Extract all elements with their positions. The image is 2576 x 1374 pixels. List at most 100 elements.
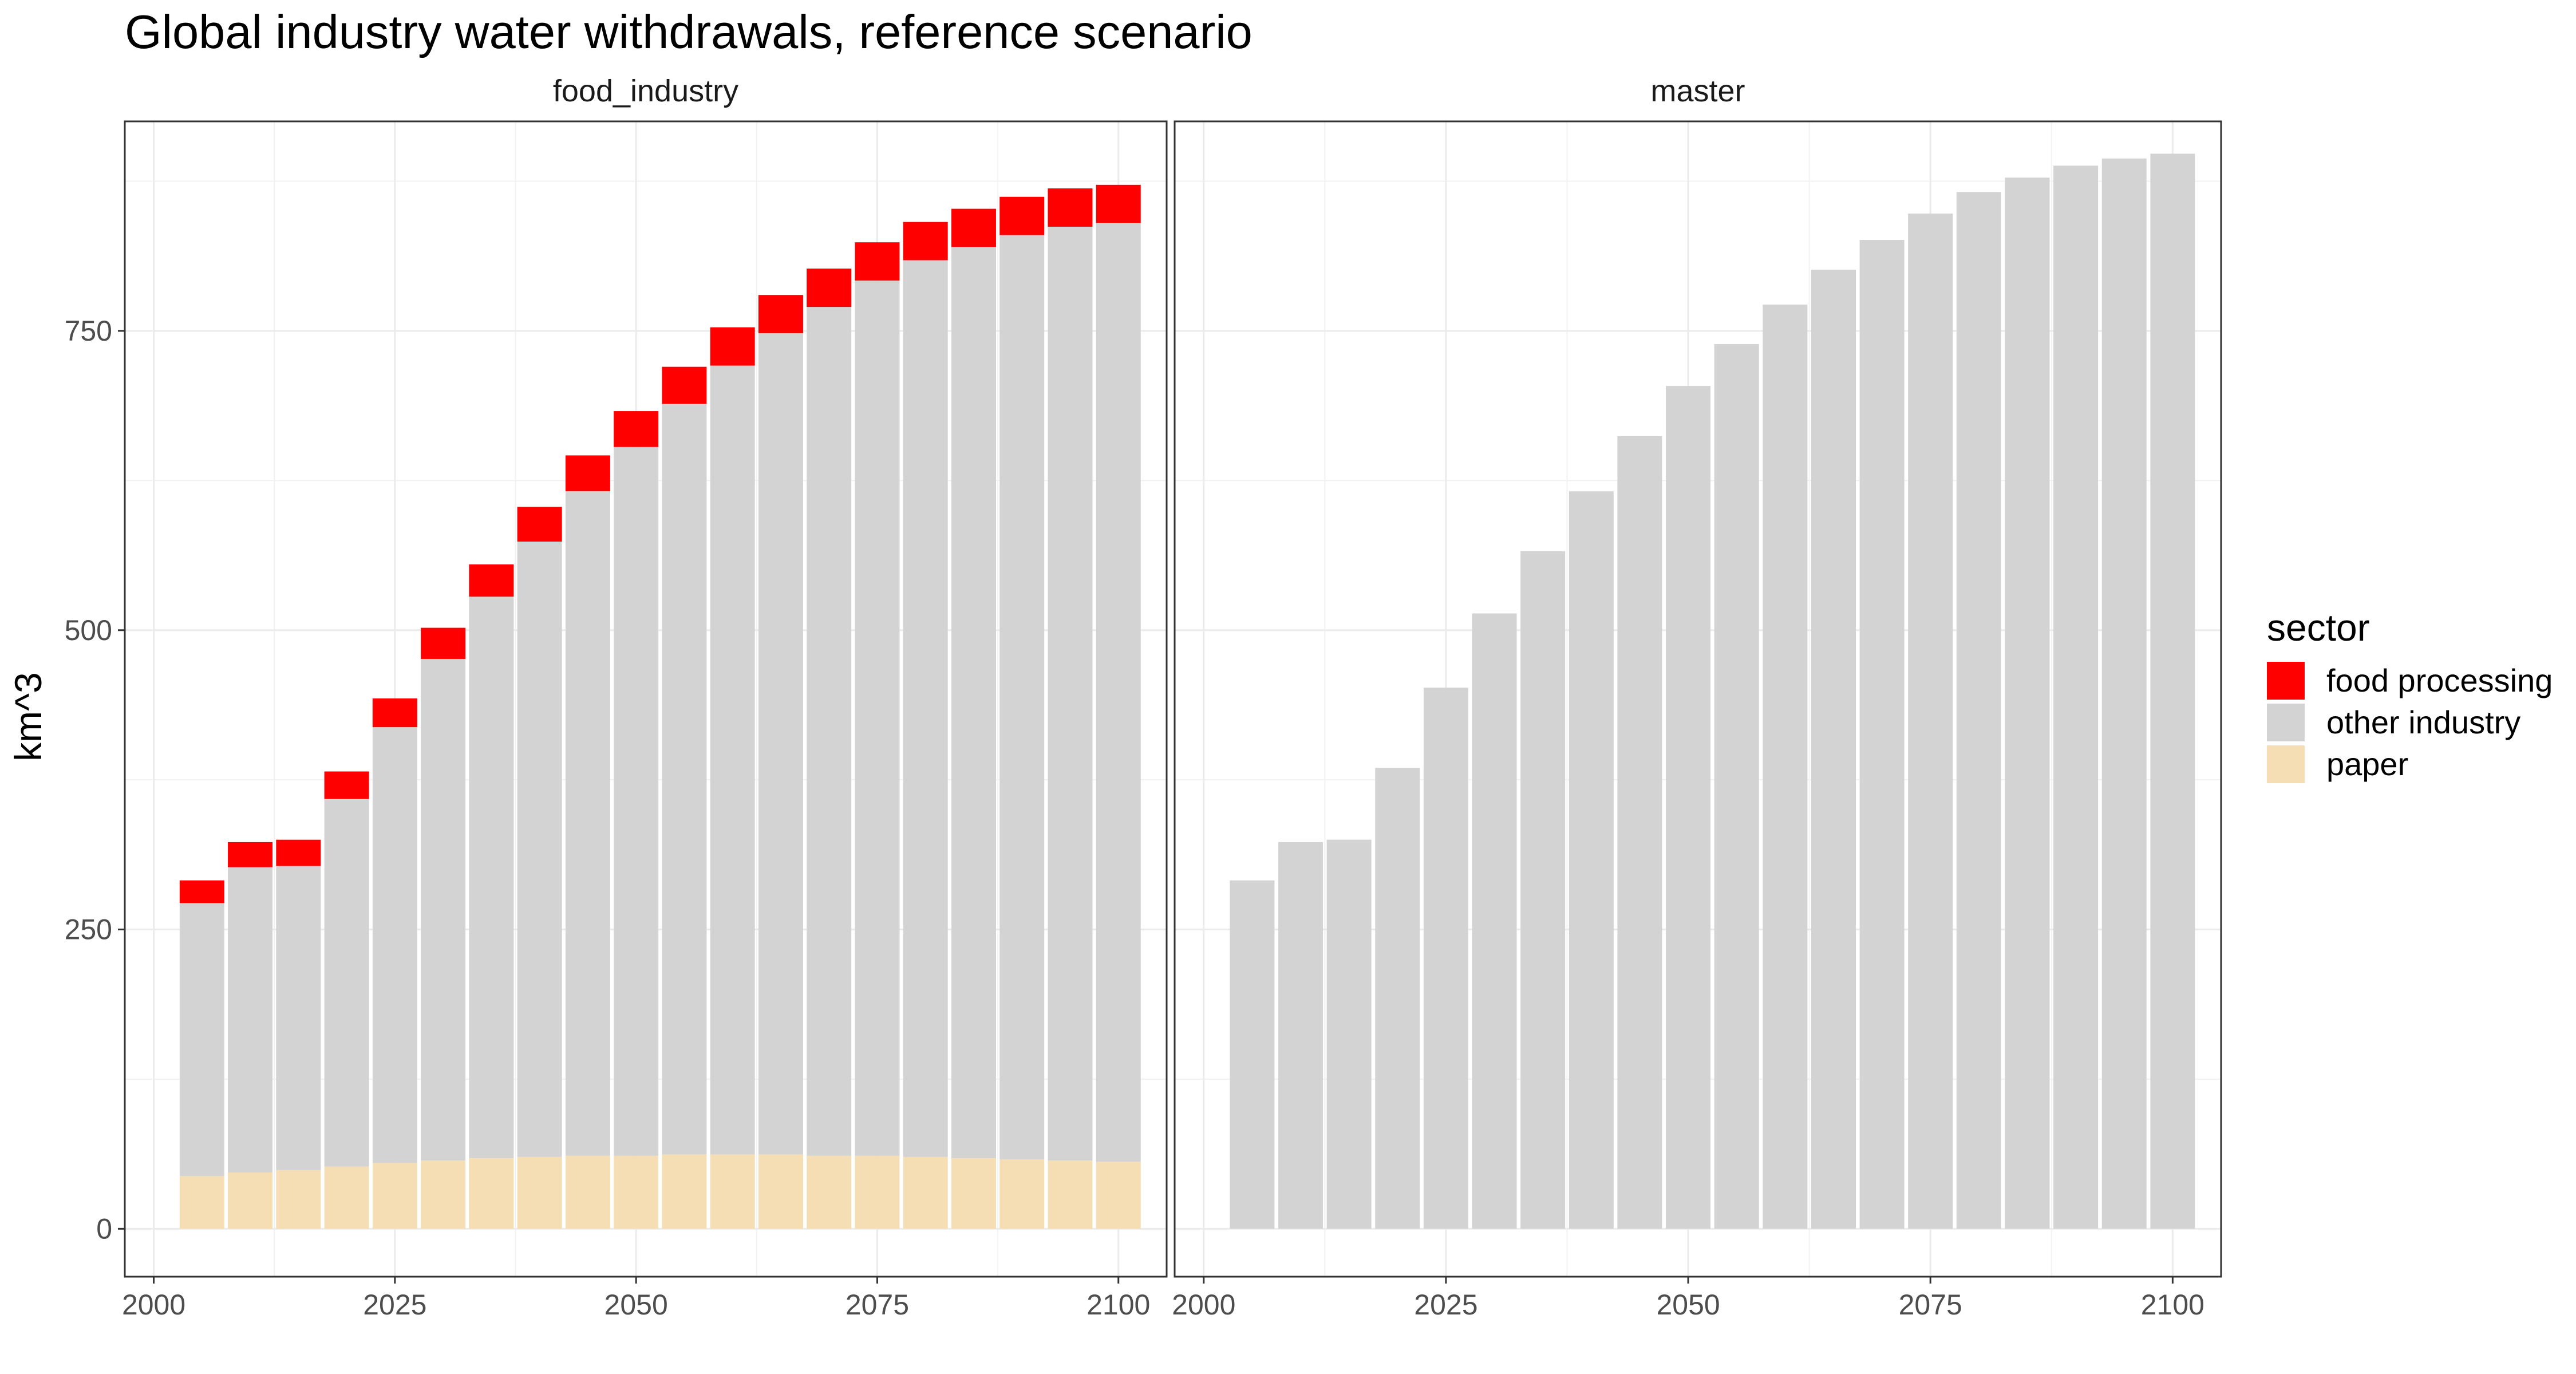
bar-segment-paper	[951, 1158, 996, 1229]
panel-master: master 2000 2025 2050 2075 2100	[1172, 74, 2222, 1321]
bar-segment-other-industry	[1568, 491, 1614, 1229]
bar-segment-other-industry	[421, 658, 466, 1161]
bar-segment-paper	[179, 1176, 224, 1229]
bar-segment-other-industry	[758, 333, 803, 1155]
bar-segment-food-processing	[758, 295, 803, 334]
bar-segment-food-processing	[276, 839, 321, 866]
bar-segment-other-industry	[1520, 551, 1566, 1229]
bar-segment-food-processing	[614, 411, 659, 447]
x-tick-label: 2050	[605, 1289, 668, 1321]
bar-segment-paper	[228, 1172, 273, 1229]
bar-segment-other-industry	[1230, 880, 1275, 1229]
panel-strip-label: food_industry	[553, 74, 738, 108]
bar-segment-other-industry	[903, 260, 948, 1157]
bar-segment-food-processing	[662, 366, 707, 404]
bar-segment-food-processing	[421, 627, 466, 659]
legend-item-other-industry: other industry	[2267, 701, 2553, 743]
bar-segment-other-industry	[1908, 214, 1953, 1229]
bar-segment-food-processing	[565, 455, 610, 492]
bar-segment-food-processing	[324, 771, 369, 799]
y-tick-label: 750	[65, 315, 112, 347]
bar-segment-paper	[710, 1154, 755, 1229]
bar-segment-paper	[276, 1170, 321, 1229]
bar-segment-other-industry	[1811, 270, 1856, 1229]
legend-item-food-processing: food processing	[2267, 660, 2553, 701]
bar-segment-paper	[807, 1155, 852, 1229]
bar-segment-food-processing	[228, 842, 273, 867]
bar-segment-other-industry	[1096, 223, 1141, 1162]
chart-panels: food_industry 0 250 500 750 2000 2025 2050 2075 2…	[65, 74, 2222, 1321]
bar-segment-paper	[1048, 1160, 1093, 1229]
bar-segment-other-industry	[324, 799, 369, 1167]
bar-segment-food-processing	[951, 208, 996, 247]
bar-segment-other-industry	[1048, 227, 1093, 1161]
legend-item-paper: paper	[2267, 743, 2553, 785]
legend-title: sector	[2267, 606, 2370, 649]
bar-segment-other-industry	[951, 247, 996, 1158]
bar-segment-paper	[1096, 1162, 1141, 1229]
x-tick-label: 2000	[122, 1289, 185, 1321]
panel-border	[124, 120, 1168, 1278]
panel-strip-label: master	[1650, 74, 1745, 108]
bar-segment-other-industry	[276, 866, 321, 1170]
legend-swatch-other-industry	[2267, 703, 2305, 741]
panel-food-industry: food_industry 0 250 500 750 2000 2025 2050 2075 2…	[65, 74, 1168, 1321]
bar-segment-food-processing	[372, 698, 417, 728]
x-tick-label: 2100	[1086, 1289, 1150, 1321]
bar-segment-paper	[517, 1156, 562, 1229]
bar-segment-other-industry	[1666, 386, 1711, 1229]
legend-label-paper: paper	[2326, 746, 2409, 782]
bar-segment-other-industry	[2005, 177, 2050, 1229]
bar-segment-food-processing	[1096, 184, 1141, 223]
bar-segment-other-industry	[2150, 153, 2195, 1229]
chart-title: Global industry water withdrawals, refer…	[125, 5, 1253, 58]
bar-segment-food-processing	[807, 269, 852, 307]
bar-segment-other-industry	[710, 365, 755, 1155]
legend-swatch-food-processing	[2267, 661, 2305, 700]
y-axis-title: km^3	[7, 672, 49, 761]
bar-segment-paper	[903, 1156, 948, 1229]
bar-segment-food-processing	[855, 242, 900, 281]
x-tick-label: 2100	[2141, 1289, 2204, 1321]
y-tick-label: 250	[65, 914, 112, 946]
bar-segment-paper	[469, 1158, 514, 1229]
legend-swatch-paper	[2267, 745, 2305, 783]
legend-label-food-processing: food processing	[2326, 662, 2553, 698]
x-tick-label: 2075	[846, 1289, 909, 1321]
bar-segment-other-industry	[1326, 839, 1372, 1229]
bar-segment-other-industry	[1423, 688, 1468, 1229]
bar-segment-other-industry	[855, 281, 900, 1156]
bar-segment-paper	[855, 1155, 900, 1229]
bar-segment-food-processing	[469, 564, 514, 597]
bar-segment-paper	[421, 1160, 466, 1229]
bar-segment-other-industry	[1859, 240, 1905, 1229]
bar-segment-other-industry	[1278, 842, 1323, 1229]
bar-segment-paper	[324, 1166, 369, 1229]
y-tick-label: 0	[96, 1213, 112, 1245]
bar-segment-other-industry	[807, 307, 852, 1156]
bar-segment-other-industry	[1472, 613, 1517, 1229]
x-tick-label: 2025	[363, 1289, 426, 1321]
bar-segment-other-industry	[1375, 768, 1420, 1229]
bar-segment-other-industry	[517, 542, 562, 1157]
bar-segment-other-industry	[565, 491, 610, 1156]
bar-segment-other-industry	[469, 597, 514, 1158]
bar-segment-food-processing	[710, 327, 755, 366]
x-tick-label: 2075	[1899, 1289, 1962, 1321]
bar-segment-other-industry	[228, 867, 273, 1173]
bar-segment-other-industry	[2101, 158, 2147, 1229]
bar-segment-other-industry	[999, 235, 1045, 1160]
bar-segment-other-industry	[2053, 165, 2099, 1229]
legend-label-other-industry: other industry	[2326, 704, 2521, 740]
bar-segment-other-industry	[1956, 192, 2001, 1229]
bar-segment-other-industry	[614, 447, 659, 1156]
bar-segment-other-industry	[1714, 344, 1759, 1229]
bar-segment-food-processing	[179, 880, 224, 903]
x-tick-label: 2050	[1656, 1289, 1720, 1321]
bar-segment-paper	[999, 1159, 1045, 1229]
y-tick-label: 500	[65, 614, 112, 646]
bar-segment-food-processing	[1048, 188, 1093, 227]
bar-segment-other-industry	[372, 727, 417, 1163]
bar-segment-other-industry	[179, 903, 224, 1176]
